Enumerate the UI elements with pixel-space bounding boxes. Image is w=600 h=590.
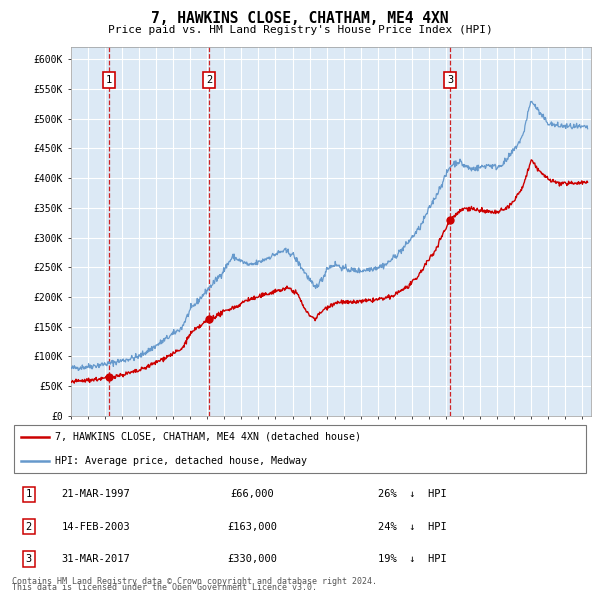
Text: 31-MAR-2017: 31-MAR-2017 — [62, 554, 130, 564]
Text: 2: 2 — [206, 75, 212, 85]
Text: 1: 1 — [26, 489, 32, 499]
Text: 1: 1 — [106, 75, 112, 85]
Text: 26%  ↓  HPI: 26% ↓ HPI — [378, 489, 447, 499]
Text: £66,000: £66,000 — [230, 489, 274, 499]
Text: 21-MAR-1997: 21-MAR-1997 — [62, 489, 130, 499]
Text: 7, HAWKINS CLOSE, CHATHAM, ME4 4XN (detached house): 7, HAWKINS CLOSE, CHATHAM, ME4 4XN (deta… — [55, 431, 361, 441]
Text: £163,000: £163,000 — [227, 522, 277, 532]
Text: 7, HAWKINS CLOSE, CHATHAM, ME4 4XN: 7, HAWKINS CLOSE, CHATHAM, ME4 4XN — [151, 11, 449, 25]
Text: HPI: Average price, detached house, Medway: HPI: Average price, detached house, Medw… — [55, 457, 307, 467]
Text: 3: 3 — [26, 554, 32, 564]
Text: This data is licensed under the Open Government Licence v3.0.: This data is licensed under the Open Gov… — [12, 583, 317, 590]
Text: 3: 3 — [447, 75, 454, 85]
Text: £330,000: £330,000 — [227, 554, 277, 564]
Text: 24%  ↓  HPI: 24% ↓ HPI — [378, 522, 447, 532]
FancyBboxPatch shape — [14, 425, 586, 473]
Text: Price paid vs. HM Land Registry's House Price Index (HPI): Price paid vs. HM Land Registry's House … — [107, 25, 493, 35]
Text: 14-FEB-2003: 14-FEB-2003 — [62, 522, 130, 532]
Text: 2: 2 — [26, 522, 32, 532]
Text: 19%  ↓  HPI: 19% ↓ HPI — [378, 554, 447, 564]
Text: Contains HM Land Registry data © Crown copyright and database right 2024.: Contains HM Land Registry data © Crown c… — [12, 576, 377, 586]
